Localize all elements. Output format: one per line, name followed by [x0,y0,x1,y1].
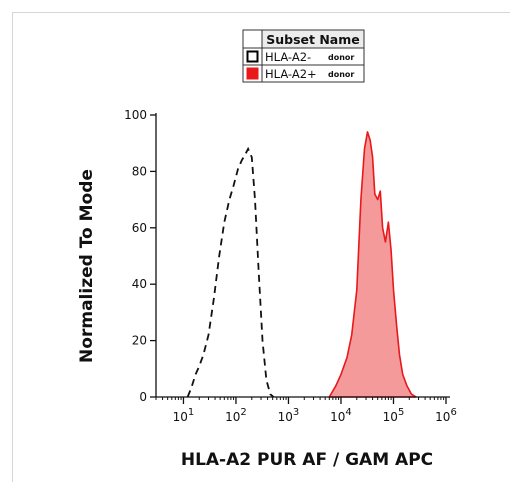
x-axis-label: HLA-A2 PUR AF / GAM APC [181,450,433,470]
chart-frame: Subset Name HLA-A2- donor HLA-A2+ donor 0 20 4… [12,12,510,482]
legend: Subset Name HLA-A2- donor HLA-A2+ donor [242,29,365,83]
legend-header: Subset Name [266,32,360,47]
legend-tag-1: donor [328,53,354,62]
legend-tag-2: donor [328,70,354,79]
y-axis-label: Normalized To Mode [77,169,97,363]
x-tick-label-2: 102 [225,407,247,424]
y-tick-label-20: 20 [132,334,147,348]
series-layer [186,131,417,398]
legend-label-1: HLA-A2- [265,50,311,64]
y-tick-label-40: 40 [132,277,147,291]
legend-label-2: HLA-A2+ [265,67,317,81]
x-tick-label-5: 105 [383,407,405,424]
y-tick-label-100: 100 [124,108,147,122]
x-tick-label-4: 104 [330,407,352,424]
x-tick-label-1: 101 [173,407,195,424]
histogram-chart: Subset Name HLA-A2- donor HLA-A2+ donor 0 20 4… [77,29,457,470]
legend-swatch-filled [246,67,259,80]
series-line-1 [186,146,275,398]
x-tick-label-6: 106 [435,407,457,424]
x-tick-label-3: 103 [278,407,300,424]
legend-swatch-open [246,50,259,63]
y-tick-label-0: 0 [139,390,147,404]
axes: 0 20 40 60 80 100 101 102 103 104 105 106 [124,108,457,424]
y-tick-label-60: 60 [132,221,147,235]
y-tick-label-80: 80 [132,164,147,178]
series-area-2 [328,131,417,398]
